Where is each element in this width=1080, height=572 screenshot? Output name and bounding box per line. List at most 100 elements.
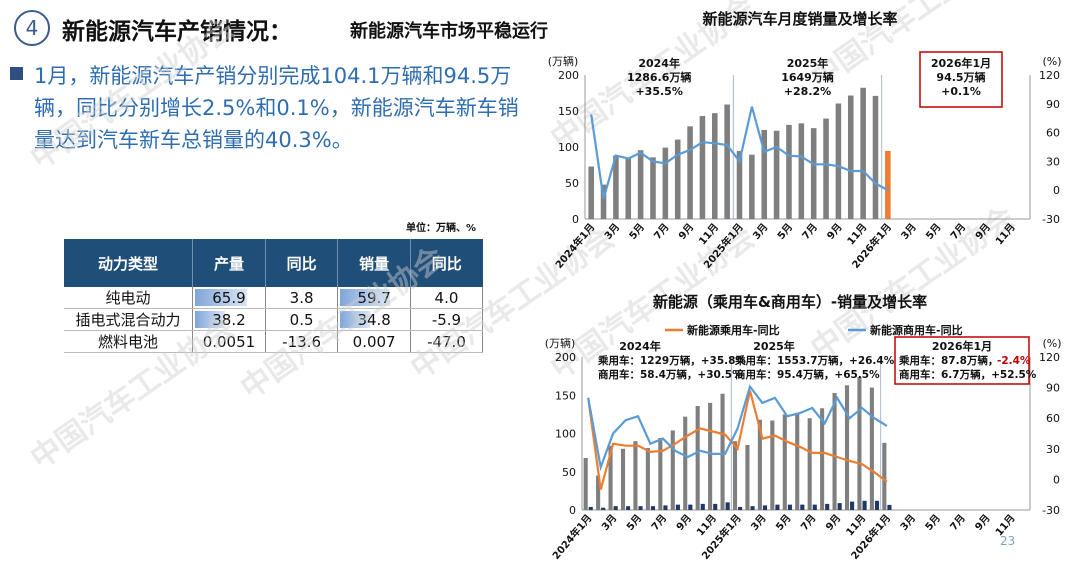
cell-sales-yoy: 4.0 <box>410 287 484 309</box>
annotation-year: 2025年 <box>753 339 795 353</box>
table-row: 燃料电池 0.0051 -13.6 0.007 -47.0 <box>64 330 484 353</box>
passenger-sales-bar <box>695 405 700 510</box>
cell-prod-yoy: 3.8 <box>265 287 339 309</box>
y-left-tick-label: 0 <box>569 504 576 517</box>
commercial-sales-bar <box>750 506 755 510</box>
commercial-sales-bar <box>887 504 892 510</box>
header-sales: 销量 <box>337 239 411 287</box>
x-tick-label: 11月 <box>844 512 869 538</box>
commercial-sales-bar <box>812 504 817 510</box>
legend-label: 新能源商用车-同比 <box>870 323 963 337</box>
y-left-tick-label: 200 <box>555 351 576 364</box>
y-left-unit: (万辆) <box>548 54 579 68</box>
passenger-sales-bar <box>658 438 663 510</box>
passenger-sales-bar <box>720 393 725 510</box>
cell-value: 34.8 <box>357 310 391 329</box>
x-tick-label: 9月 <box>676 221 696 242</box>
annotation-line: 商用车：95.4万辆，+65.5% <box>735 368 880 381</box>
annotation-year: 2026年1月 <box>931 56 991 70</box>
y-left-tick-label: 150 <box>558 105 579 118</box>
slide-subtitle: 新能源汽车市场平稳运行 <box>350 21 548 42</box>
cell-type: 插电式混合动力 <box>64 308 194 331</box>
page-number: 23 <box>1000 534 1016 548</box>
slide-title: 新能源汽车产销情况： <box>62 19 292 45</box>
cell-prod-yoy: -13.6 <box>265 330 339 353</box>
sales-bar <box>761 129 768 219</box>
sales-bar <box>872 95 879 219</box>
annotation-growth: +28.2% <box>784 85 831 98</box>
sales-bar <box>600 184 607 219</box>
cell-production: 0.0051 <box>192 330 266 353</box>
commercial-sales-bar <box>825 503 830 510</box>
passenger-sales-bar <box>645 448 650 510</box>
passenger-sales-bar <box>820 408 825 510</box>
commercial-sales-bar <box>626 506 631 510</box>
x-tick-label: 9月 <box>825 221 845 242</box>
y-right-tick-label: 90 <box>1046 98 1060 111</box>
cell-sales-yoy: -47.0 <box>410 330 484 353</box>
commercial-sales-bar <box>787 504 792 510</box>
commercial-sales-bar <box>713 503 718 510</box>
commercial-sales-bar <box>775 504 780 510</box>
passenger-sales-bar <box>708 402 713 510</box>
watermark: 中国汽车工业协会 <box>25 310 242 476</box>
passenger-sales-bar <box>757 419 762 510</box>
summary-text: 1月，新能源汽车产销分别完成104.1万辆和94.5万辆，同比分别增长2.5%和… <box>34 64 519 152</box>
y-right-tick-label: 90 <box>1046 382 1060 395</box>
passenger-sales-bar <box>670 430 675 510</box>
cell-value: 38.2 <box>212 310 246 329</box>
x-tick-label: 7月 <box>948 512 968 533</box>
annotation-year: 2025年 <box>787 56 829 70</box>
sales-bar <box>637 150 644 219</box>
x-tick-label: 11月 <box>694 512 719 538</box>
cell-value: 59.7 <box>357 288 391 307</box>
commercial-sales-bar <box>688 504 693 510</box>
passenger-sales-bar <box>857 376 862 510</box>
cell-value: 4.0 <box>434 288 459 307</box>
table-unit-note: 单位：万辆、% <box>406 223 477 234</box>
commercial-sales-bar <box>837 503 842 510</box>
cell-type: 纯电动 <box>64 287 194 309</box>
cell-production: 65.9 <box>192 287 266 309</box>
commercial-sales-bar <box>762 505 768 510</box>
cell-sales: 0.007 <box>337 330 411 353</box>
commercial-sales-bar <box>588 506 593 510</box>
sales-bar <box>687 126 693 219</box>
annotation-growth: +0.1% <box>941 85 981 98</box>
sales-bar <box>662 147 669 219</box>
cell-value: 纯电动 <box>105 289 151 307</box>
commercial-sales-bar <box>613 506 618 510</box>
y-right-tick-label: -30 <box>1042 213 1060 226</box>
annotation-year: 2024年 <box>638 56 680 70</box>
commercial-sales-bar <box>663 505 668 510</box>
y-left-tick-label: 50 <box>565 177 579 190</box>
cell-sales-yoy: -5.9 <box>410 308 484 331</box>
sales-bar <box>699 116 706 219</box>
passenger-sales-bar <box>882 442 887 510</box>
watermark: 中国汽车工业协会 <box>235 240 452 406</box>
y-left-tick-label: 0 <box>572 213 579 226</box>
annotation-negative-growth: -2.4% <box>997 355 1031 367</box>
annotation-year: 2024年 <box>619 339 661 353</box>
header-prod-yoy: 同比 <box>265 239 339 287</box>
y-right-tick-label: 120 <box>1039 351 1060 364</box>
sales-bar <box>835 103 842 219</box>
x-tick-label: 3月 <box>898 512 918 533</box>
sales-bar <box>736 151 743 219</box>
passenger-sales-bar <box>782 414 787 510</box>
y-right-tick-label: 0 <box>1053 473 1060 486</box>
annotation-line: 乘用车：87.8万辆， <box>898 354 998 367</box>
cell-value: 0.5 <box>289 310 314 329</box>
passenger-sales-bar <box>745 444 750 510</box>
x-tick-label: 5月 <box>923 221 943 242</box>
cell-value: 65.9 <box>212 288 246 307</box>
commercial-sales-bar <box>725 502 730 510</box>
sales-bar <box>588 166 594 219</box>
sales-bar <box>724 104 730 219</box>
cell-value: 0.007 <box>352 332 396 351</box>
sales-bar <box>650 157 656 219</box>
yoy-line-0 <box>587 390 888 490</box>
chart-title: 新能源汽车月度销量及增长率 <box>702 10 897 28</box>
passenger-sales-bar <box>608 445 613 510</box>
x-tick-label: 5月 <box>774 512 794 533</box>
